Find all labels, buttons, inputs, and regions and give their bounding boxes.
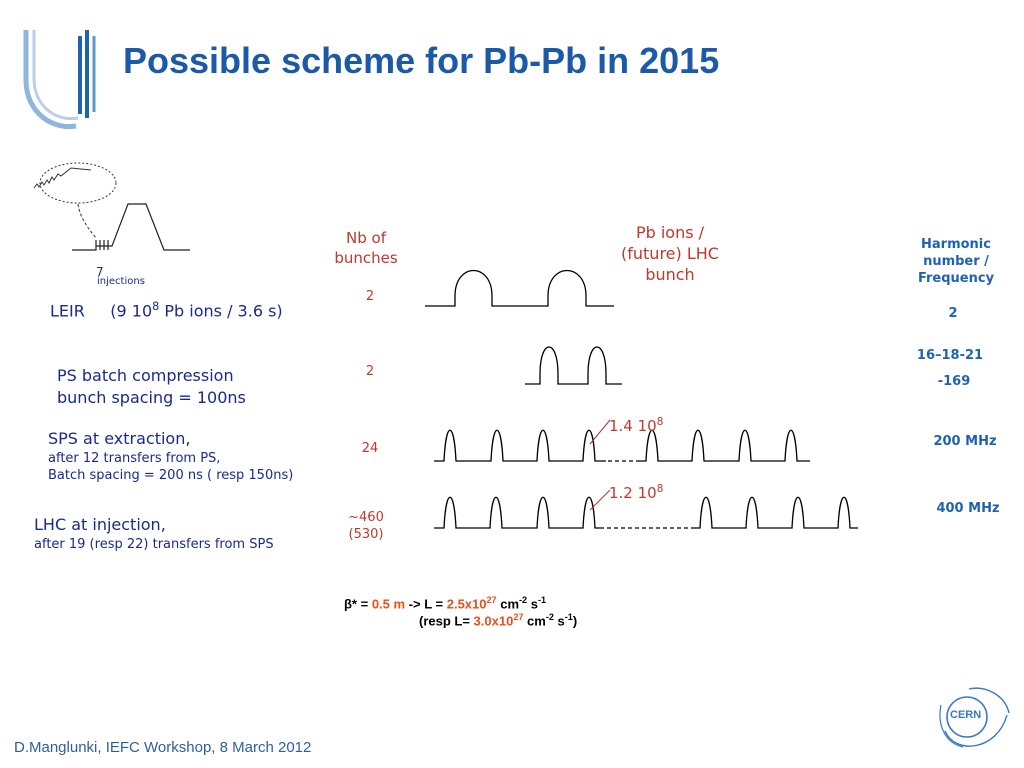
zoom-waveform [33,167,92,189]
freq-ps-b: -169 [937,374,971,389]
header-nb-bunches: Nb of bunches [334,229,398,267]
cycle-waveform [72,203,190,251]
freq-leir: 2 [948,306,958,321]
nb-bunches-sps: 24 [361,441,379,456]
nb-bunches-lhc: ~460 (530) [348,510,384,542]
freq-lhc: 400 MHz [936,501,1000,516]
lhc-bunches-right [695,496,858,529]
leir-bunches [425,270,614,307]
stage-ps: PS batch compression bunch spacing = 100… [57,366,246,407]
zoom-connector [77,203,97,239]
stage-sps: SPS at extraction, after 12 transfers fr… [48,429,294,483]
freq-ps-a: 16–18-21 [916,348,984,363]
institute-logo [23,30,96,130]
freq-sps: 200 MHz [933,434,997,449]
zoom-ellipse [39,162,117,204]
lhc-bunch-intensity: 1.2 108 [609,483,664,502]
page-title: Possible scheme for Pb-Pb in 2015 [123,40,720,81]
cern-logo [939,687,1010,748]
ps-bunches [525,346,622,385]
sps-bunch-intensity: 1.4 108 [609,416,664,435]
stage-leir: LEIR (9 108 Pb ions / 3.6 s) [50,300,283,321]
leir-cycle-sketch [33,162,190,251]
luminosity-line-1: β* = 0.5 m -> L = 2.5x1027 cm-2 s-1 [344,595,547,612]
lhc-label-pointer [589,489,611,511]
sps-bunches-left [434,429,606,462]
sps-label-pointer [589,419,611,445]
footer-credit: D.Manglunki, IEFC Workshop, 8 March 2012 [14,739,312,756]
injections-count: 7 [96,265,104,279]
luminosity-line-2: (resp L= 3.0x1027 cm-2 s-1) [419,612,578,629]
injections-caption: injections [97,276,145,287]
header-harmonic: Harmonic number / Frequency [917,237,995,286]
header-pb-ions: Pb ions / (future) LHC bunch [621,223,719,284]
nb-bunches-ps: 2 [365,364,375,379]
sps-bunches-right [640,429,810,462]
lhc-bunches-left [434,496,600,529]
cern-logo-text: CERN [950,709,982,721]
stage-lhc: LHC at injection, after 19 (resp 22) tra… [34,515,274,552]
nb-bunches-leir: 2 [365,289,375,304]
